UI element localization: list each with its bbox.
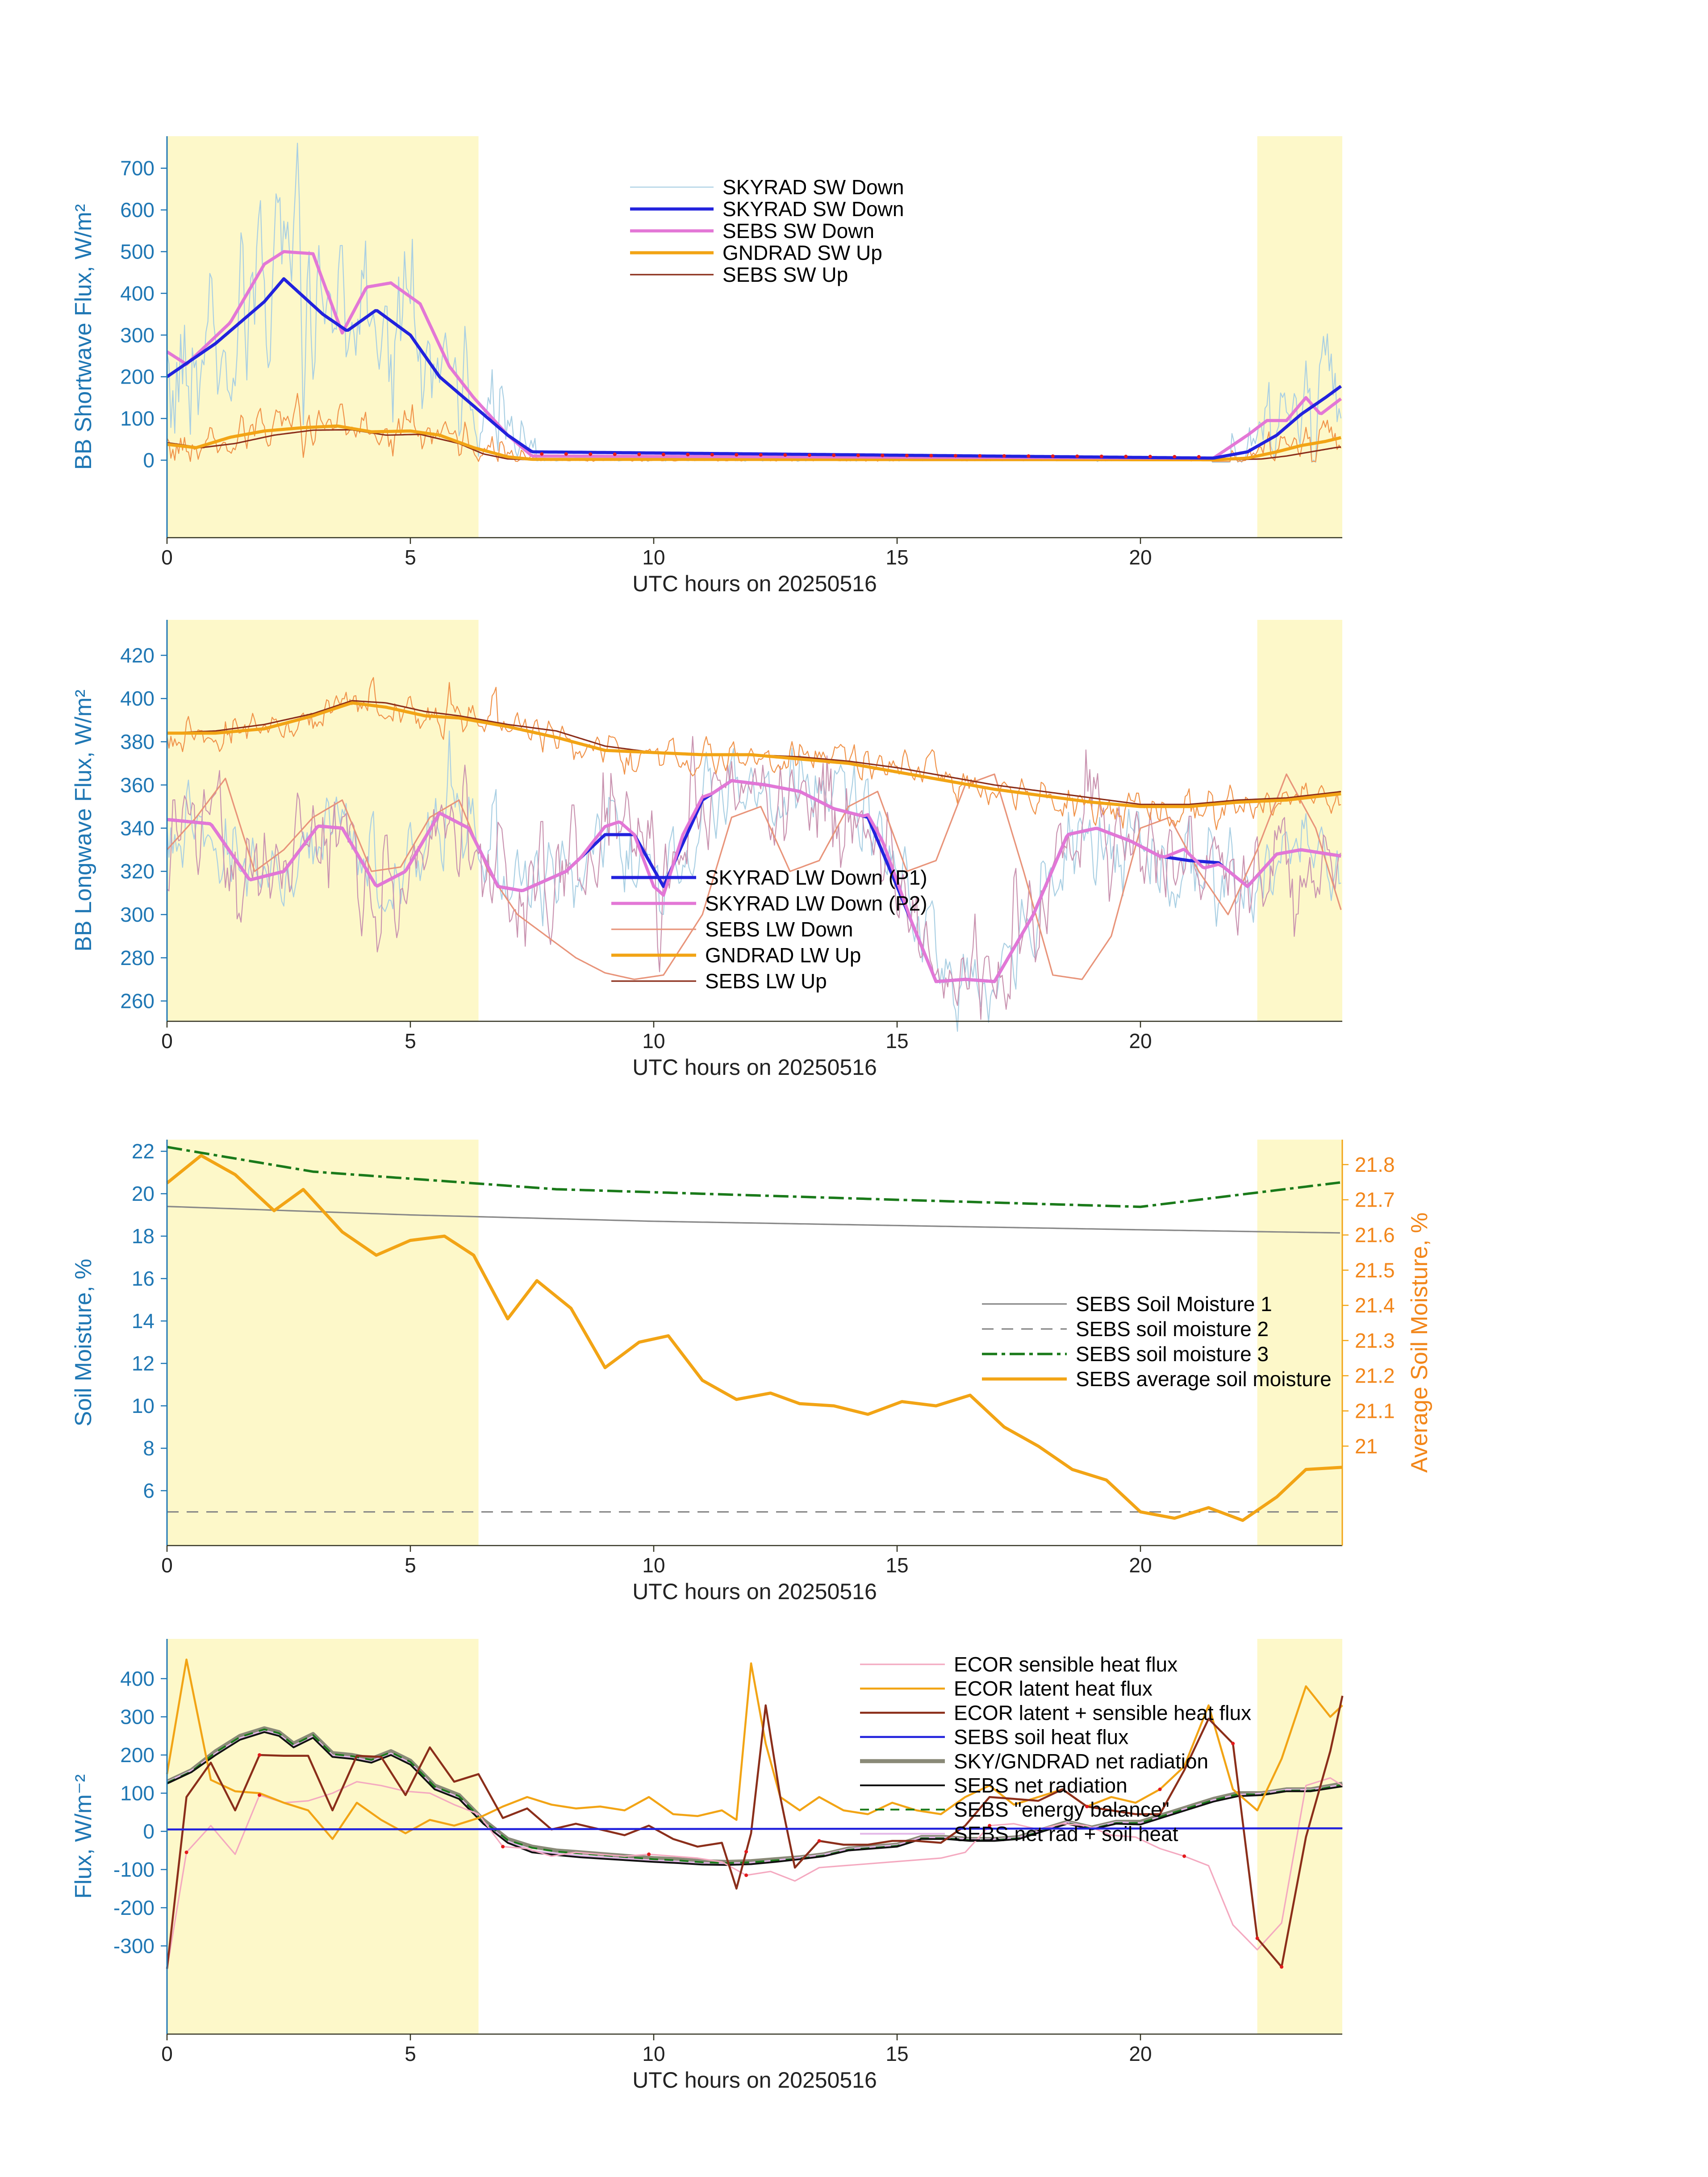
svg-text:UTC hours on 20250516: UTC hours on 20250516 bbox=[632, 2068, 877, 2093]
svg-text:SEBS soil heat flux: SEBS soil heat flux bbox=[954, 1726, 1128, 1749]
svg-text:10: 10 bbox=[642, 2042, 665, 2065]
svg-text:15: 15 bbox=[885, 2042, 908, 2065]
svg-text:300: 300 bbox=[120, 1705, 155, 1729]
svg-text:100: 100 bbox=[120, 1782, 155, 1805]
svg-text:200: 200 bbox=[120, 1743, 155, 1767]
svg-text:-200: -200 bbox=[113, 1896, 155, 1919]
svg-text:ECOR latent + sensible heat fl: ECOR latent + sensible heat flux bbox=[954, 1701, 1251, 1724]
svg-text:400: 400 bbox=[120, 1667, 155, 1690]
svg-text:SKY/GNDRAD net radiation: SKY/GNDRAD net radiation bbox=[954, 1750, 1208, 1773]
svg-text:SEBS "energy balance": SEBS "energy balance" bbox=[954, 1798, 1169, 1821]
svg-text:ECOR latent heat flux: ECOR latent heat flux bbox=[954, 1677, 1153, 1700]
svg-text:-300: -300 bbox=[113, 1935, 155, 1958]
svg-text:SEBS net rad + soil heat: SEBS net rad + soil heat bbox=[954, 1822, 1178, 1845]
svg-text:0: 0 bbox=[161, 2042, 173, 2065]
svg-text:-100: -100 bbox=[113, 1858, 155, 1881]
svg-text:20: 20 bbox=[1129, 2042, 1152, 2065]
svg-text:Flux, W/m⁻²: Flux, W/m⁻² bbox=[71, 1774, 96, 1899]
svg-text:0: 0 bbox=[143, 1820, 155, 1843]
svg-text:5: 5 bbox=[405, 2042, 416, 2065]
svg-text:SEBS net radiation: SEBS net radiation bbox=[954, 1774, 1128, 1797]
svg-text:ECOR sensible heat flux: ECOR sensible heat flux bbox=[954, 1653, 1178, 1676]
